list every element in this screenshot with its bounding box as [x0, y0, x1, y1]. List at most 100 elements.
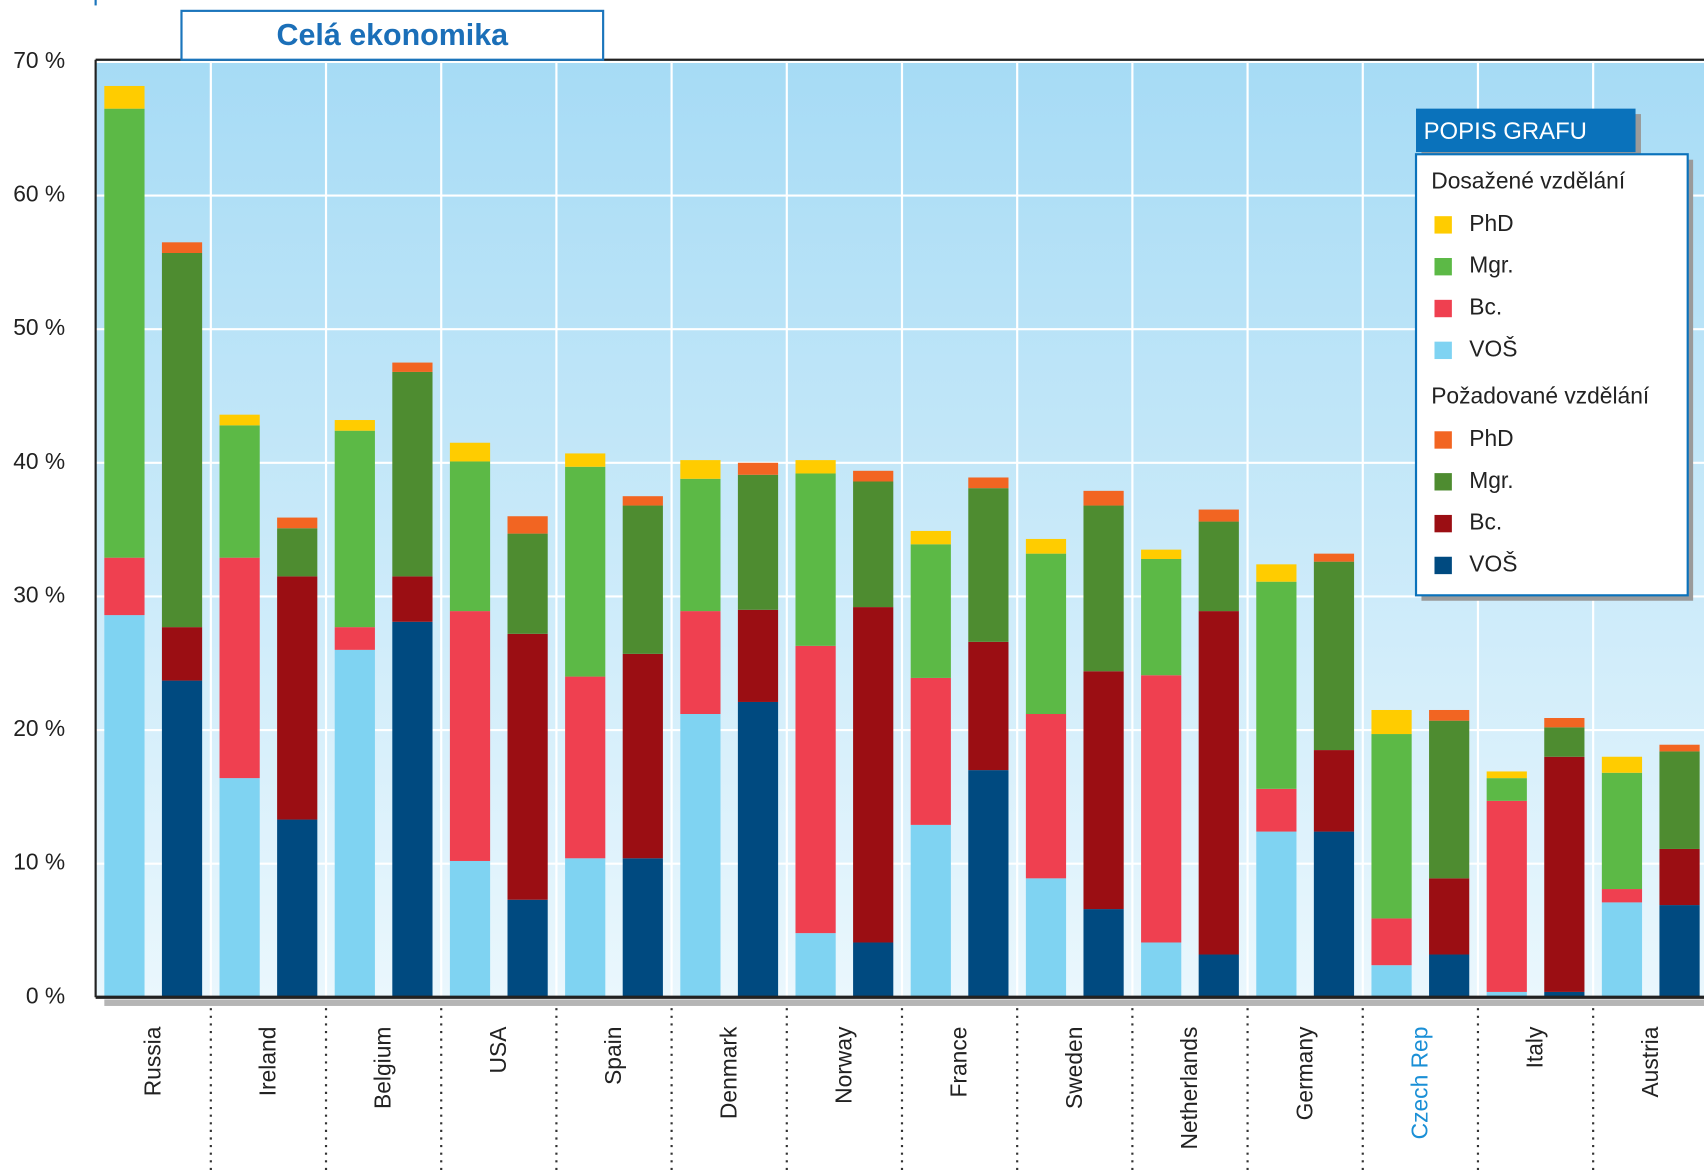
bar-segment [910, 544, 951, 678]
legend-swatch [1434, 556, 1452, 575]
bars [104, 85, 1700, 998]
legend-group-title: Dosažené vzdělání [1431, 168, 1626, 194]
bar-segment [392, 621, 433, 998]
x-tick-label: Belgium [370, 1027, 396, 1109]
bar-segment [161, 680, 203, 998]
bar-segment [680, 478, 721, 612]
bar-segment [795, 933, 836, 998]
legend-swatch [1434, 258, 1452, 276]
bar-segment [622, 653, 663, 859]
bar-segment [968, 488, 1009, 642]
bar-segment [1486, 800, 1527, 992]
bar-segment [1256, 831, 1297, 998]
bar-segment [219, 425, 260, 558]
bar-segment [334, 430, 375, 628]
title-tab [180, 9, 605, 61]
bar-segment [680, 713, 721, 998]
bar-segment [507, 633, 548, 900]
bar-segment [219, 778, 260, 998]
legend-label: Bc. [1469, 294, 1502, 320]
legend-swatch [1434, 341, 1452, 360]
bar-segment [1313, 553, 1355, 562]
bar-segment [795, 645, 836, 934]
bar-segment [161, 253, 203, 628]
bar-segment [219, 557, 260, 779]
bar-segment [1256, 788, 1297, 832]
bar-segment [1025, 553, 1067, 714]
legend-swatch [1434, 299, 1452, 318]
legend-label: PhD [1469, 210, 1513, 236]
x-tick-label: Ireland [255, 1027, 281, 1097]
x-tick-label: Norway [831, 1026, 857, 1104]
bar-segment [1371, 734, 1412, 919]
x-tick-label: Russia [139, 1026, 165, 1096]
bar-segment [1198, 611, 1239, 955]
bar-segment [334, 420, 375, 431]
legend-label: Bc. [1469, 509, 1502, 535]
x-tick-label: USA [485, 1026, 511, 1074]
x-tick-label: Spain [600, 1027, 626, 1085]
bar-segment [1256, 581, 1297, 789]
bar-segment [1256, 564, 1297, 582]
bar-segment [853, 942, 894, 998]
bar-segment [1313, 750, 1355, 832]
bar-segment [1429, 878, 1470, 955]
bar-segment [1141, 942, 1182, 998]
bar-segment [1371, 965, 1412, 998]
bar-segment [507, 516, 548, 534]
legend-title: POPIS GRAFU [1424, 118, 1587, 145]
legend-header [1416, 108, 1636, 153]
x-tick-label: Czech Rep [1406, 1027, 1432, 1140]
x-tick-label: Italy [1522, 1026, 1548, 1068]
bar-segment [910, 530, 951, 545]
legend-swatch [1434, 473, 1452, 491]
bar-segment [1025, 878, 1067, 998]
bar-segment [507, 899, 548, 998]
x-tick-label: Denmark [715, 1026, 741, 1119]
bar-segment [1313, 831, 1355, 998]
bar-segment [1429, 709, 1470, 721]
bar-segment [104, 108, 145, 558]
bar-segment [1486, 771, 1527, 779]
axis-shadow [104, 999, 1704, 1006]
bar-segment [1198, 521, 1239, 612]
bar-segment [1141, 675, 1182, 943]
bar-segment [737, 609, 779, 702]
bar-segment [1083, 909, 1124, 998]
bar-segment [277, 517, 318, 529]
bar-segment [1025, 713, 1067, 879]
legend-label: Mgr. [1469, 252, 1513, 278]
y-tick-label: 0 % [26, 982, 65, 1008]
bar-segment [334, 649, 375, 998]
chart-title: Celá ekonomika [277, 18, 510, 52]
legend: POPIS GRAFU Dosažené vzdělání PhD Mgr. Bc. V… [1414, 108, 1694, 601]
bar-segment [565, 453, 606, 467]
legend-swatch [1434, 514, 1452, 533]
legend-label: Mgr. [1469, 467, 1513, 493]
bar-segment [910, 677, 951, 825]
bar-segment [1601, 756, 1643, 773]
bar-segment [737, 474, 779, 610]
bar-segment [1659, 751, 1700, 849]
x-tick-label: France [946, 1027, 972, 1098]
x-tick-label: Germany [1291, 1026, 1317, 1120]
bar-segment [219, 414, 260, 426]
bar-segment [1429, 954, 1470, 998]
labels: 0 % 10 % 20 % 30 % 40 % 50 % 60 % 70 % Russia Ire… [13, 47, 1663, 1170]
bar-segment [1601, 902, 1643, 998]
bar-segment [680, 460, 721, 479]
bar-segment [680, 611, 721, 714]
bar-segment [1486, 991, 1527, 998]
bar-segment [277, 819, 318, 998]
bar-segment [507, 533, 548, 634]
bar-segment [277, 576, 318, 820]
bar-segment [737, 701, 779, 998]
legend-swatch [1434, 216, 1452, 234]
legend-group-title: Požadované vzdělání [1431, 383, 1650, 409]
bar-segment [1429, 720, 1470, 879]
bar-segment [161, 242, 203, 254]
bar-segment [104, 557, 145, 616]
bar-segment [1198, 509, 1239, 522]
bar-segment [1544, 756, 1585, 992]
